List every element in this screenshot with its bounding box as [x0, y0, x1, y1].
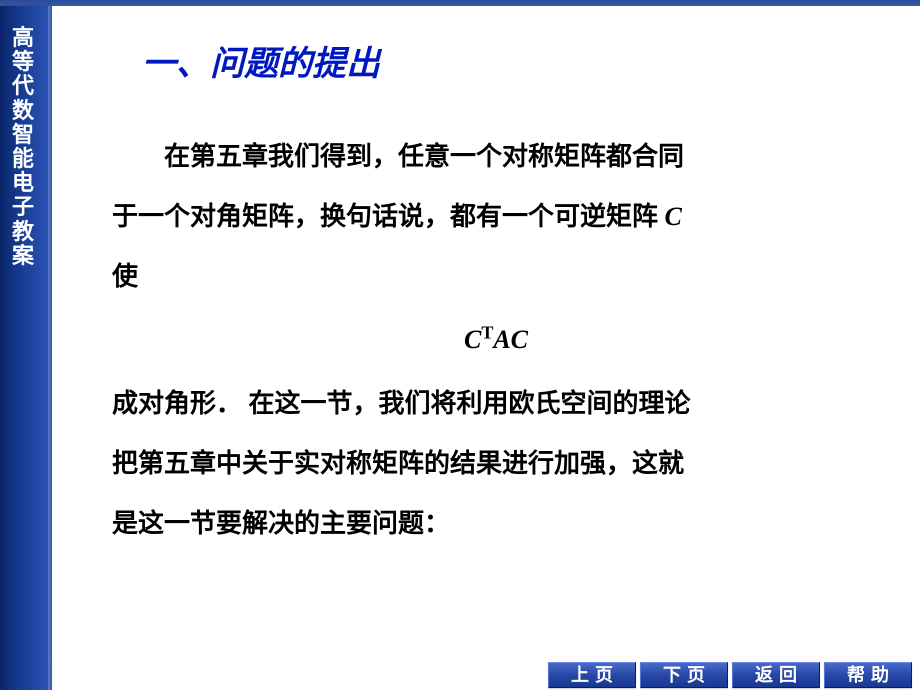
sidebar-title: 高 等 代 数 智 能 电 子 教 案 — [0, 6, 24, 268]
nav-prev-button[interactable]: 上页 — [548, 662, 636, 688]
formula-right: C — [511, 325, 528, 354]
nav-back-button[interactable]: 返回 — [732, 662, 820, 688]
sidebar: 高 等 代 数 智 能 电 子 教 案 — [0, 6, 48, 690]
formula-mid: A — [493, 325, 510, 354]
paragraph-line: 于一个对角矩阵，换句话说，都有一个可逆矩阵 C — [112, 187, 880, 247]
variable-c: C — [665, 202, 682, 231]
nav-next-button[interactable]: 下页 — [640, 662, 728, 688]
formula-ctac: CTAC — [112, 310, 880, 370]
section-title: 一、问题的提出 — [142, 36, 880, 85]
paragraph-line: 在第五章我们得到，任意一个对称矩阵都合同 — [112, 127, 880, 187]
text-run: 于一个对角矩阵，换句话说，都有一个可逆矩阵 — [112, 202, 665, 231]
formula-left: C — [464, 325, 481, 354]
paragraph-line: 成对角形． 在这一节，我们将利用欧氏空间的理论 — [112, 374, 880, 434]
formula-superscript: T — [481, 323, 493, 343]
nav-help-button[interactable]: 帮助 — [824, 662, 912, 688]
bottom-nav: 上页 下页 返回 帮助 — [548, 662, 912, 688]
paragraph-line: 是这一节要解决的主要问题： — [112, 494, 880, 554]
paragraph-line: 使 — [112, 247, 880, 307]
body-text: 在第五章我们得到，任意一个对称矩阵都合同 于一个对角矩阵，换句话说，都有一个可逆… — [112, 127, 880, 554]
slide-content: 一、问题的提出 在第五章我们得到，任意一个对称矩阵都合同 于一个对角矩阵，换句话… — [52, 6, 920, 660]
paragraph-line: 把第五章中关于实对称矩阵的结果进行加强，这就 — [112, 434, 880, 494]
